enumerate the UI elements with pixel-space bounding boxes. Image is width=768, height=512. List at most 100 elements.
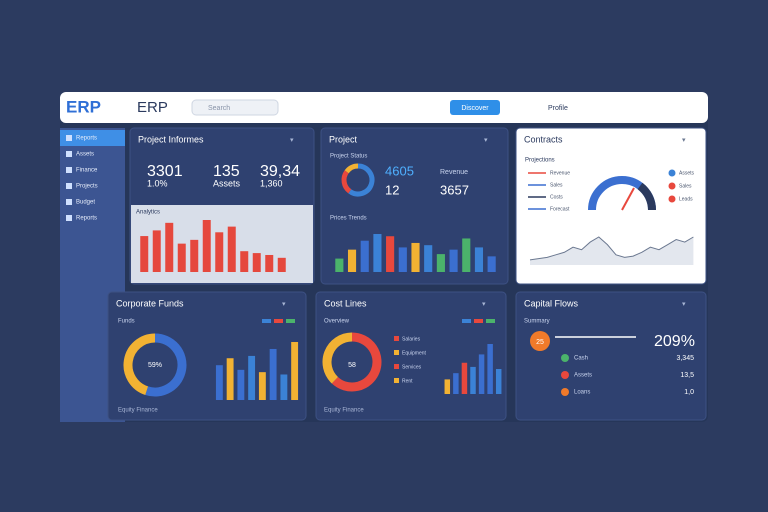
- panel-title: Corporate Funds: [116, 298, 184, 308]
- search-box[interactable]: [191, 99, 279, 116]
- line-series: [529, 236, 694, 261]
- legend-label: Rent: [402, 378, 413, 384]
- stat-value: 4605: [385, 163, 414, 178]
- gauge-accent: [637, 182, 656, 211]
- bar: [190, 239, 199, 272]
- bar: [215, 232, 224, 272]
- sidebar-icon: [66, 135, 72, 141]
- legend-chip: [394, 364, 399, 369]
- bar: [248, 355, 256, 400]
- item-icon: [561, 371, 569, 379]
- chart-subtitle: Prices Trends: [330, 216, 367, 222]
- item-value: 3,345: [676, 355, 694, 362]
- sidebar-icon: [66, 215, 72, 221]
- bar: [373, 234, 382, 272]
- line-area: [530, 237, 694, 265]
- legend-chip: [286, 319, 295, 323]
- logo[interactable]: ERP: [66, 97, 101, 116]
- sidebar-icon: [66, 199, 72, 205]
- panel: [515, 127, 707, 285]
- legend-chip: [486, 319, 495, 323]
- stat-value: 1.0%: [147, 178, 168, 188]
- panel-menu: ▾: [282, 301, 286, 308]
- stat-value: Assets: [213, 178, 241, 188]
- legend-row: Revenue: [550, 170, 570, 176]
- panel-title: Project Informes: [138, 134, 204, 144]
- panel-menu: ▾: [482, 301, 486, 308]
- bar: [461, 362, 468, 394]
- primary-button[interactable]: [450, 100, 500, 115]
- panel-menu: ▾: [484, 137, 488, 144]
- app-title: ERP: [137, 99, 168, 116]
- legend-row: Costs: [550, 194, 563, 200]
- sidebar-item[interactable]: Assets: [76, 152, 94, 158]
- panel-menu: ▾: [682, 137, 686, 144]
- sidebar-icon: [66, 183, 72, 189]
- bar: [453, 373, 459, 394]
- bar: [474, 247, 484, 272]
- legend-chip: [262, 319, 271, 323]
- bar: [165, 222, 174, 272]
- donut-segment: [145, 333, 187, 397]
- sidebar-icon: [66, 151, 72, 157]
- legend-row: Forecast: [550, 206, 570, 212]
- bar: [140, 236, 149, 272]
- legend-label: Assets: [679, 170, 695, 176]
- donut-center: 59%: [148, 362, 162, 369]
- legend-chip: [474, 319, 483, 323]
- bar: [226, 358, 234, 400]
- legend-dot: [668, 169, 676, 177]
- bar: [227, 226, 236, 272]
- sidebar-item[interactable]: Projects: [76, 184, 98, 190]
- legend-chip: [274, 319, 283, 323]
- bar: [240, 251, 249, 272]
- chart-subtitle: Projections: [525, 158, 555, 164]
- donut-segment: [348, 163, 375, 197]
- bar: [252, 253, 261, 272]
- gauge-needle: [621, 187, 635, 211]
- bar: [478, 354, 485, 394]
- legend-chip: [462, 319, 471, 323]
- bar: [436, 254, 445, 272]
- item-label: Assets: [574, 373, 592, 379]
- donut-center: 58: [348, 362, 356, 369]
- big-value: 209%: [654, 333, 695, 350]
- donut-segment: [331, 332, 382, 392]
- legend-chip: [394, 350, 399, 355]
- panel-title: Capital Flows: [524, 298, 579, 308]
- user-menu[interactable]: Profile: [548, 105, 568, 112]
- chart-subtitle: Analytics: [136, 210, 160, 216]
- legend-row: Sales: [550, 182, 563, 188]
- item-label: Cash: [574, 356, 588, 362]
- bar: [495, 369, 502, 394]
- chart-subtitle: Funds: [118, 319, 135, 325]
- bar: [269, 348, 277, 400]
- bar: [277, 257, 286, 272]
- sidebar-item[interactable]: Finance: [76, 168, 98, 174]
- bar: [177, 243, 186, 272]
- donut-segment: [322, 332, 353, 384]
- sidebar-item[interactable]: Reports: [76, 216, 97, 222]
- bar: [449, 249, 458, 272]
- panel-menu: ▾: [682, 301, 686, 308]
- item-icon: [561, 388, 569, 396]
- bar: [444, 379, 451, 394]
- bar: [386, 236, 395, 272]
- panel-title: Project: [329, 134, 358, 144]
- item-value: 1,0: [684, 389, 694, 396]
- donut-segment: [341, 170, 352, 194]
- stat-value: 1,360: [260, 178, 283, 188]
- sidebar-icon: [66, 167, 72, 173]
- legend-dot: [668, 195, 676, 203]
- bar: [411, 242, 420, 272]
- donut-segment: [123, 333, 156, 395]
- stat-value: 39,34: [260, 163, 300, 180]
- legend-chip: [394, 378, 399, 383]
- bar: [202, 220, 211, 272]
- sidebar-item[interactable]: Budget: [76, 200, 95, 206]
- bar: [487, 344, 493, 394]
- badge-value: 25: [536, 339, 544, 346]
- sidebar-item[interactable]: Reports: [76, 136, 97, 142]
- item-value: 13,5: [680, 372, 694, 379]
